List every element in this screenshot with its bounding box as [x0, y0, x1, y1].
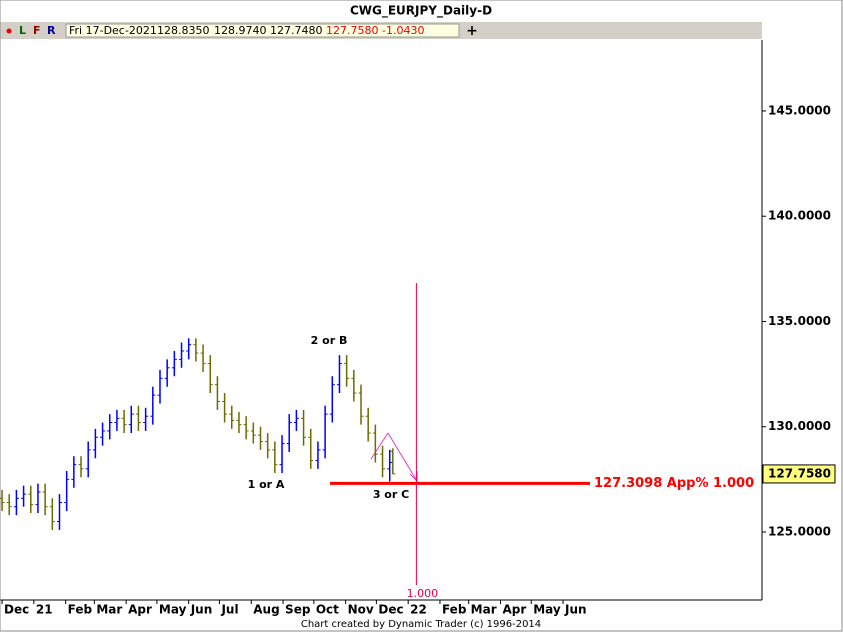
header-low: 127.7480 — [270, 24, 323, 37]
x-tick-label: Jul — [220, 603, 238, 617]
status-dot — [6, 28, 12, 34]
header-change: -1.0430 — [382, 24, 424, 37]
x-tick-label: Sep — [285, 603, 311, 617]
x-tick-label: Nov — [348, 603, 374, 617]
x-tick-label: Jun — [190, 603, 213, 617]
level-label: 127.3098 App% 1.000 — [594, 476, 754, 491]
x-tick-label: Jun — [564, 603, 587, 617]
header-date: Fri 17-Dec-2021 — [69, 24, 157, 37]
x-tick-label: 22 — [410, 603, 427, 617]
x-tick-label: Dec — [4, 603, 29, 617]
x-tick-label: Mar — [471, 603, 497, 617]
header-high: 128.9740 — [214, 24, 267, 37]
x-tick-label: Feb — [68, 603, 93, 617]
x-tick-label: Apr — [502, 603, 526, 617]
y-tick-label: 135.0000 — [768, 314, 831, 328]
header-open: 128.8350 — [157, 24, 210, 37]
add-button[interactable]: + — [466, 23, 478, 39]
x-tick-label: Dec — [378, 603, 403, 617]
y-tick-label: 125.0000 — [768, 525, 831, 539]
x-tick-label: May — [533, 603, 561, 617]
x-tick-label: Oct — [316, 603, 339, 617]
header-close: 127.7580 — [326, 24, 379, 37]
annotation: 2 or B — [311, 334, 348, 347]
time-label: 1.000 — [407, 587, 439, 600]
credit: Chart created by Dynamic Trader (c) 1996… — [301, 619, 541, 630]
annotation: 3 or C — [373, 488, 409, 501]
x-tick-label: Mar — [96, 603, 122, 617]
y-tick-label: 130.0000 — [768, 419, 831, 433]
x-tick-label: 21 — [36, 603, 53, 617]
last-price-box — [762, 464, 836, 484]
last-price-label: 127.7580 — [768, 466, 831, 480]
flag: F — [33, 24, 41, 37]
x-tick-label: Aug — [253, 603, 279, 617]
x-tick-label: Apr — [128, 603, 152, 617]
chart-title: CWG_EURJPY_Daily-D — [350, 4, 492, 19]
y-tick-label: 145.0000 — [768, 103, 831, 117]
flag: R — [47, 24, 56, 37]
swing-arrow — [370, 432, 418, 483]
y-tick-label: 140.0000 — [768, 209, 831, 223]
flag: L — [19, 24, 26, 37]
annotation: 1 or A — [248, 478, 285, 491]
x-tick-label: May — [159, 603, 187, 617]
x-tick-label: Feb — [442, 603, 467, 617]
header-box — [65, 23, 460, 38]
